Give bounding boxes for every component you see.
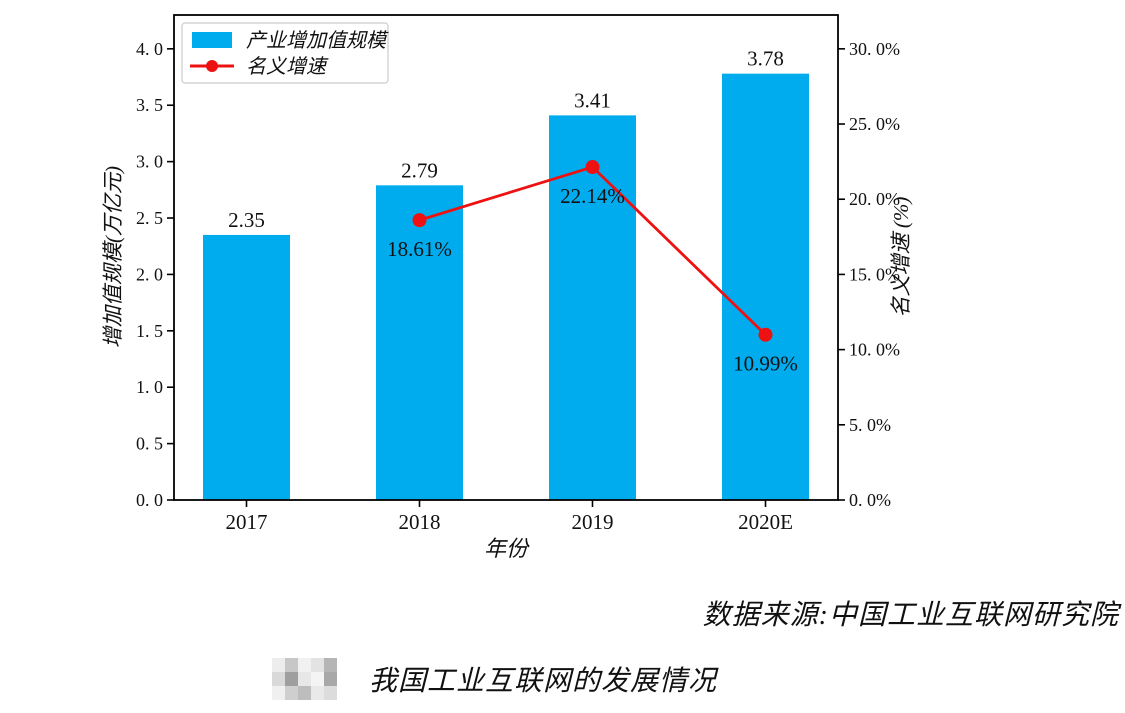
y1-tick-label: 1. 0 bbox=[136, 377, 163, 397]
redacted-pixel bbox=[311, 658, 324, 672]
bar-value-label-2018: 2.79 bbox=[401, 158, 438, 182]
bar-value-label-2020E: 3.78 bbox=[747, 47, 784, 71]
redacted-pixel bbox=[324, 672, 337, 686]
redacted-pixel bbox=[285, 672, 298, 686]
y2-tick-label: 25. 0% bbox=[849, 114, 900, 134]
redacted-pixel bbox=[311, 672, 324, 686]
y2-tick-label: 20. 0% bbox=[849, 189, 900, 209]
growth-marker-2018 bbox=[412, 213, 427, 228]
bar-2020E bbox=[722, 73, 809, 501]
x-tick-label-2017: 2017 bbox=[226, 510, 268, 534]
y1-tick-label: 4. 0 bbox=[136, 39, 163, 59]
redacted-pixel bbox=[311, 686, 324, 700]
redacted-pixel bbox=[298, 686, 311, 700]
y1-axis-title: 增加值规模(万亿元) bbox=[101, 166, 125, 348]
redacted-pixel bbox=[272, 658, 285, 672]
x-axis-title: 年份 bbox=[484, 536, 530, 561]
y2-tick-label: 0. 0% bbox=[849, 490, 891, 510]
y2-tick-label: 10. 0% bbox=[849, 340, 900, 360]
y2-tick-label: 5. 0% bbox=[849, 415, 891, 435]
redacted-pixel bbox=[272, 672, 285, 686]
bar-2018 bbox=[376, 185, 463, 500]
bar-2017 bbox=[203, 234, 290, 500]
x-tick-label-2020E: 2020E bbox=[738, 510, 793, 534]
y1-tick-label: 1. 5 bbox=[136, 321, 163, 341]
redacted-pixel bbox=[285, 658, 298, 672]
growth-value-label-2020E: 10.99% bbox=[733, 352, 798, 376]
data-source-note: 数据来源:中国工业互联网研究院 bbox=[702, 600, 1119, 631]
bar-value-label-2017: 2.35 bbox=[228, 208, 265, 232]
bar-value-label-2019: 3.41 bbox=[574, 88, 611, 112]
dual-axis-bar-line-chart: 2.35 2.79 3.41 3.78 0. 0 0. 5 1. 0 1. 5 2. 0 2. 5… bbox=[101, 14, 913, 561]
y1-tick-label: 0. 0 bbox=[136, 490, 163, 510]
legend-bar-swatch bbox=[192, 32, 232, 48]
redacted-pixel bbox=[324, 658, 337, 672]
growth-value-label-2018: 18.61% bbox=[387, 237, 452, 261]
redacted-pixel bbox=[272, 686, 285, 700]
x-tick-label-2018: 2018 bbox=[399, 510, 441, 534]
growth-value-label-2019: 22.14% bbox=[560, 184, 625, 208]
figure-caption: 我国工业互联网的发展情况 bbox=[369, 666, 718, 697]
legend-line-marker bbox=[206, 60, 218, 72]
y1-tick-label: 2. 0 bbox=[136, 264, 163, 284]
y1-tick-label: 3. 0 bbox=[136, 152, 163, 172]
bar-2019 bbox=[549, 115, 636, 500]
plot-frame bbox=[173, 14, 839, 501]
redacted-pixel bbox=[298, 658, 311, 672]
redacted-caption-prefix bbox=[272, 658, 337, 700]
growth-marker-2020E bbox=[758, 327, 773, 342]
y2-axis-title: 名义增速 (%) bbox=[889, 197, 913, 318]
redacted-pixel bbox=[298, 672, 311, 686]
redacted-pixel bbox=[285, 686, 298, 700]
x-tick-label-2019: 2019 bbox=[572, 510, 614, 534]
growth-marker-2019 bbox=[585, 160, 600, 175]
y2-tick-label: 15. 0% bbox=[849, 264, 900, 284]
legend-box bbox=[181, 22, 389, 84]
redacted-pixel bbox=[324, 686, 337, 700]
y1-tick-label: 3. 5 bbox=[136, 95, 163, 115]
legend-label-bar: 产业增加值规模 bbox=[246, 30, 389, 52]
legend-label-line: 名义增速 bbox=[246, 56, 329, 78]
figure-caption-row: 我国工业互联网的发展情况 bbox=[272, 658, 717, 700]
y1-tick-label: 0. 5 bbox=[136, 434, 163, 454]
y2-tick-label: 30. 0% bbox=[849, 39, 900, 59]
y1-tick-label: 2. 5 bbox=[136, 208, 163, 228]
